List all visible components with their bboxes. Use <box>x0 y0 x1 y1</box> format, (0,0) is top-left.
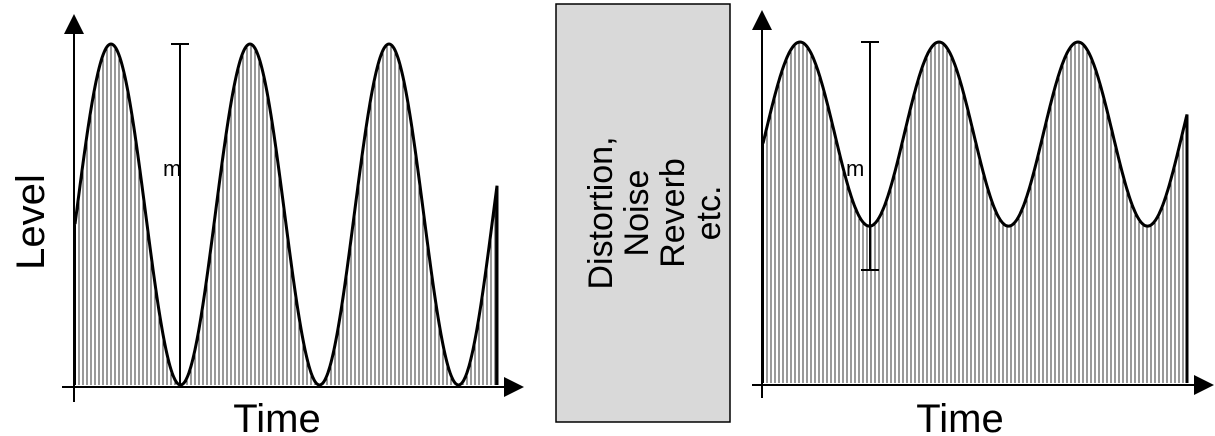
left-panel: m Level Time <box>9 14 524 436</box>
left-modulation-label: m <box>163 156 181 181</box>
processing-box-text: Distortion, Noise Reverb etc. <box>582 136 728 289</box>
left-x-axis-label: Time <box>233 397 320 436</box>
left-signal-envelope <box>73 42 499 387</box>
box-line-1: Distortion, <box>582 136 620 289</box>
processing-box: Distortion, Noise Reverb etc. <box>555 3 731 423</box>
left-modulation-bar <box>171 43 189 387</box>
right-signal-hatching <box>762 42 1188 383</box>
right-panel: m Time <box>752 10 1214 436</box>
right-x-axis-label: Time <box>916 397 1003 436</box>
box-line-2: Noise <box>618 170 656 257</box>
right-modulation-label: m <box>846 156 864 181</box>
processing-box-rect <box>555 3 731 423</box>
right-modulation-bar <box>861 41 879 271</box>
right-signal-envelope <box>761 40 1189 383</box>
box-line-4: etc. <box>690 186 728 241</box>
left-y-axis-label: Level <box>9 174 53 270</box>
left-signal-hatching <box>74 44 496 385</box>
box-line-3: Reverb <box>654 158 692 268</box>
